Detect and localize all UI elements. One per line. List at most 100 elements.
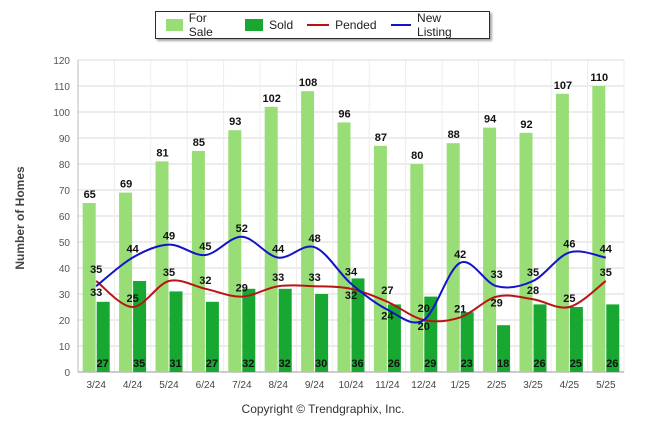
- y-tick-label-80: 80: [59, 160, 71, 171]
- bar-sold-3: [205, 301, 219, 372]
- y-tick-label-20: 20: [59, 316, 71, 327]
- copyright-footer: Copyright © Trendgraphix, Inc.: [241, 402, 405, 416]
- bar-for-sale-11: [483, 127, 497, 372]
- y-tick-label-100: 100: [53, 108, 70, 119]
- label-new-listing-13: 46: [563, 238, 575, 250]
- bar-for-sale-8: [373, 145, 387, 372]
- label-sold-8: 26: [388, 358, 400, 370]
- label-new-listing-10: 42: [454, 249, 466, 261]
- label-for-sale-7: 96: [338, 108, 350, 120]
- x-tick-label-6: 9/24: [305, 380, 325, 391]
- bar-sold-13: [569, 307, 583, 372]
- label-sold-13: 25: [570, 358, 582, 370]
- bar-for-sale-1: [119, 192, 133, 372]
- label-sold-4: 32: [242, 358, 254, 370]
- bar-sold-0: [96, 301, 110, 372]
- label-for-sale-9: 80: [411, 150, 423, 162]
- label-new-listing-3: 45: [199, 241, 211, 253]
- label-sold-6: 30: [315, 358, 327, 370]
- label-new-listing-12: 35: [527, 267, 539, 279]
- y-tick-label-90: 90: [59, 134, 71, 145]
- label-pended-11: 29: [490, 298, 502, 310]
- label-pended-10: 21: [454, 303, 466, 315]
- x-tick-label-14: 5/25: [596, 380, 616, 391]
- x-tick-label-4: 7/24: [232, 380, 252, 391]
- y-tick-label-110: 110: [54, 82, 70, 93]
- bar-sold-6: [315, 294, 329, 372]
- bar-for-sale-7: [337, 122, 351, 373]
- x-tick-label-8: 11/24: [375, 380, 400, 391]
- bar-for-sale-14: [592, 86, 606, 372]
- y-tick-label-10: 10: [59, 342, 71, 353]
- label-pended-0: 35: [90, 264, 102, 276]
- label-sold-2: 31: [169, 358, 181, 370]
- x-tick-label-2: 5/24: [159, 380, 179, 391]
- bar-for-sale-5: [264, 106, 278, 373]
- label-pended-3: 32: [199, 275, 211, 287]
- x-tick-label-10: 1/25: [450, 380, 470, 391]
- label-for-sale-6: 108: [299, 77, 317, 89]
- bar-for-sale-0: [82, 203, 96, 372]
- label-for-sale-14: 110: [590, 72, 608, 84]
- legend: For Sale Sold Pended New Listing: [155, 11, 490, 39]
- legend-swatch-for-sale: [166, 19, 183, 31]
- label-new-listing-2: 49: [163, 231, 175, 243]
- label-pended-5: 33: [272, 272, 284, 284]
- x-tick-label-12: 3/25: [523, 380, 543, 391]
- y-tick-label-30: 30: [59, 290, 71, 301]
- label-pended-2: 35: [163, 267, 175, 279]
- label-for-sale-11: 94: [484, 114, 497, 126]
- label-sold-0: 27: [97, 358, 109, 370]
- x-tick-label-7: 10/24: [338, 380, 363, 391]
- legend-swatch-sold: [245, 19, 264, 31]
- label-for-sale-1: 69: [120, 179, 132, 191]
- label-pended-8: 27: [381, 285, 393, 297]
- bar-for-sale-10: [446, 143, 460, 372]
- label-new-listing-4: 52: [236, 223, 248, 235]
- label-sold-9: 29: [424, 358, 436, 370]
- bar-for-sale-9: [410, 164, 424, 372]
- label-for-sale-8: 87: [375, 132, 387, 144]
- legend-item-new-listing: New Listing: [390, 11, 476, 39]
- label-sold-12: 26: [533, 358, 545, 370]
- label-pended-14: 35: [600, 267, 612, 279]
- label-pended-12: 28: [527, 285, 539, 297]
- x-tick-label-1: 4/24: [123, 380, 143, 391]
- x-tick-label-3: 6/24: [196, 380, 216, 391]
- label-new-listing-8: 24: [381, 311, 394, 323]
- label-new-listing-9: 20: [418, 321, 430, 333]
- label-new-listing-6: 48: [308, 233, 320, 245]
- y-tick-label-0: 0: [64, 368, 70, 379]
- label-pended-9: 20: [418, 303, 430, 315]
- bar-sold-8: [387, 304, 401, 372]
- label-pended-7: 32: [345, 290, 357, 302]
- x-tick-label-0: 3/24: [86, 380, 106, 391]
- y-tick-label-40: 40: [59, 264, 71, 275]
- y-tick-label-70: 70: [59, 186, 71, 197]
- line-new-listing: [95, 235, 607, 324]
- label-new-listing-14: 44: [600, 244, 613, 256]
- bar-for-sale-3: [191, 151, 205, 372]
- label-pended-13: 25: [563, 293, 575, 305]
- legend-item-for-sale: For Sale: [166, 11, 231, 39]
- bar-sold-2: [169, 291, 183, 372]
- bar-sold-14: [606, 304, 620, 372]
- legend-line-pended: [307, 24, 330, 26]
- label-for-sale-3: 85: [193, 137, 205, 149]
- bar-sold-10: [460, 312, 474, 372]
- bar-for-sale-12: [519, 132, 533, 372]
- bar-sold-11: [497, 325, 511, 372]
- legend-item-sold: Sold: [245, 18, 293, 32]
- label-for-sale-2: 81: [156, 147, 168, 159]
- bar-sold-7: [351, 278, 365, 372]
- legend-line-new-listing: [390, 24, 412, 26]
- line-pended: [95, 279, 607, 323]
- bar-for-sale-2: [155, 161, 169, 372]
- label-new-listing-11: 33: [490, 269, 502, 281]
- y-tick-label-50: 50: [59, 238, 71, 249]
- label-for-sale-5: 102: [263, 93, 281, 105]
- label-sold-3: 27: [206, 358, 218, 370]
- legend-label-pended: Pended: [335, 18, 377, 32]
